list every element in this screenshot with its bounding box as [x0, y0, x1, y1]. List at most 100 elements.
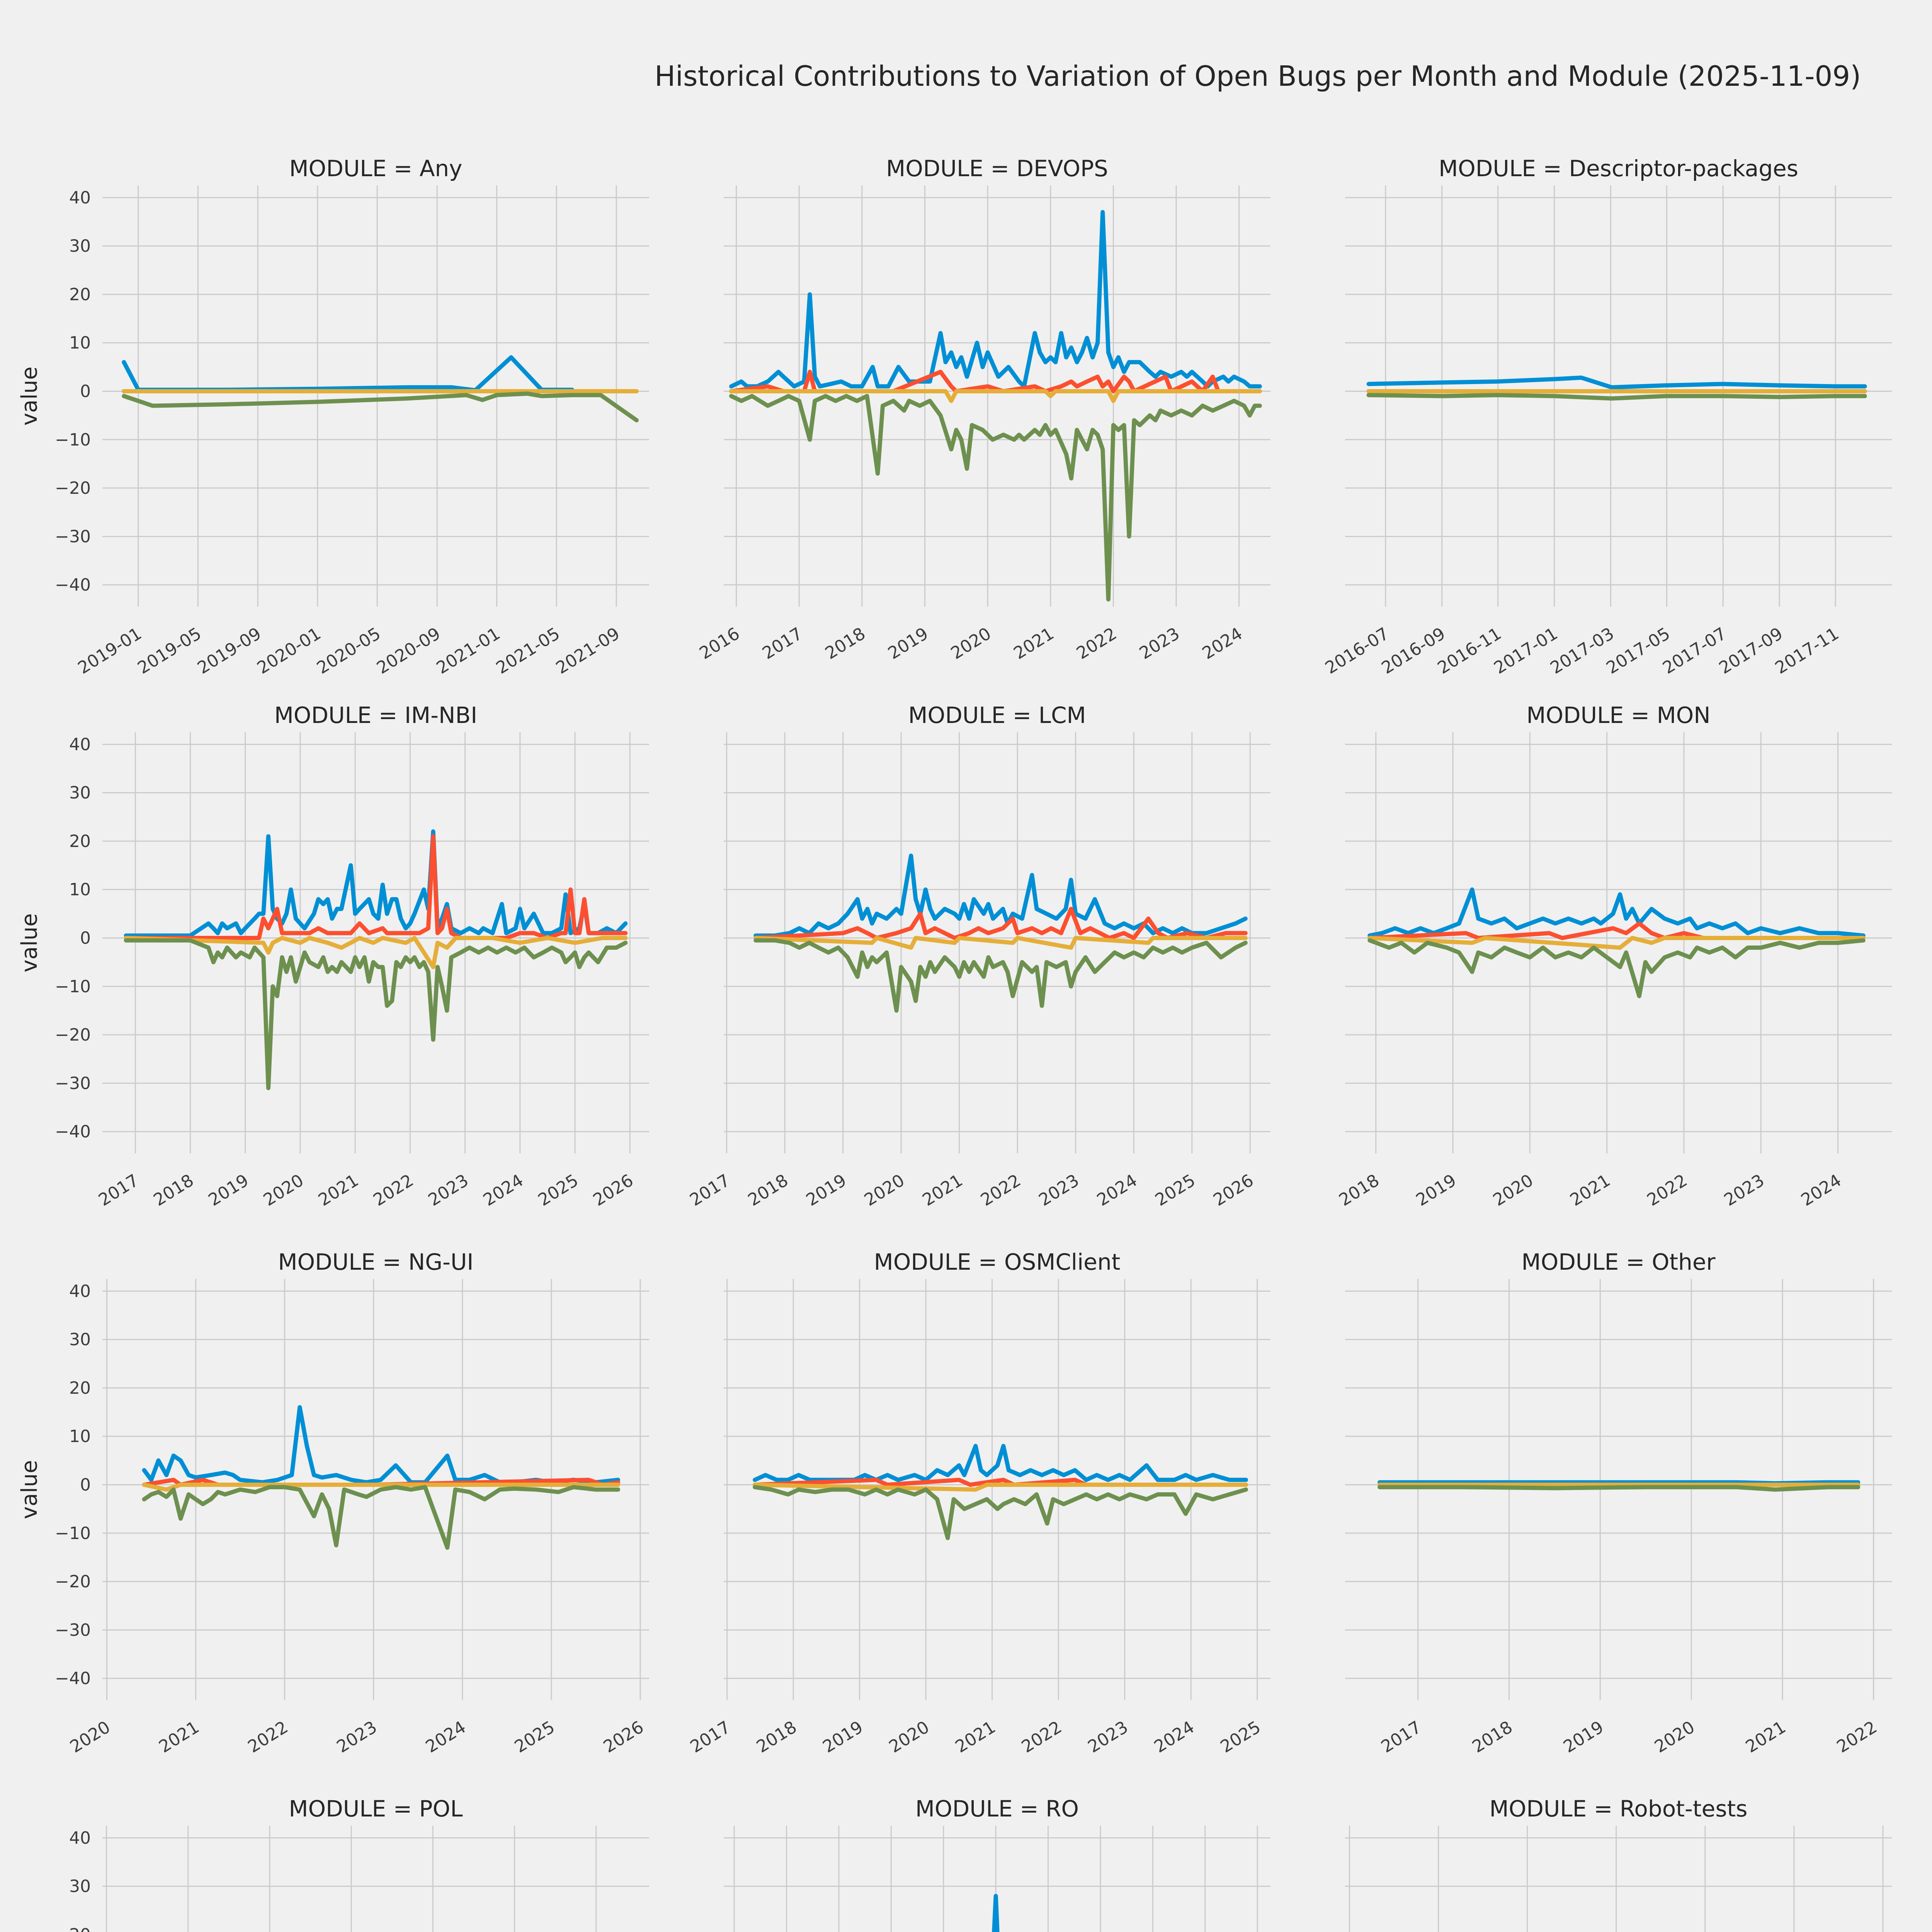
facet-RO [724, 1826, 1270, 1932]
series-CLOSED-line [753, 938, 1248, 1013]
y-tick-label: −10 [55, 977, 91, 997]
facet-series [753, 854, 1248, 1013]
x-tick-label: 2018 [150, 1170, 197, 1210]
y-tick-label: 30 [69, 783, 91, 803]
series-CLOSED-line [729, 394, 1262, 602]
y-tick-label: 0 [80, 1475, 91, 1495]
series-REOPENED-line [124, 834, 628, 940]
x-tick-label: 2019 [803, 1170, 850, 1210]
x-tick-label: 2021 [952, 1717, 999, 1757]
series-CLOSED-line [1367, 938, 1866, 998]
facet-title: MODULE = Any [289, 155, 463, 182]
y-tick-label: 20 [69, 832, 91, 851]
series-OPENED-line [1366, 375, 1867, 389]
x-tick-label: 2017-01 [1490, 624, 1561, 678]
y-axis-label: value [17, 367, 42, 426]
facet-LCM [724, 732, 1270, 1153]
facet-series [142, 1405, 620, 1550]
x-tick-label: 2026 [1210, 1170, 1257, 1210]
facet-title: MODULE = NG-UI [278, 1249, 473, 1275]
facet-DEVOPS [724, 185, 1270, 607]
y-tick-label: −30 [55, 1620, 91, 1640]
x-tick-label: 2026 [590, 1170, 637, 1210]
series-REOPENED-line [1367, 921, 1866, 940]
x-tick-label: 2021 [1010, 624, 1058, 663]
facet-series [122, 355, 639, 423]
facet-IM-NBI [102, 732, 649, 1153]
x-tick-label: 2018 [1469, 1717, 1516, 1757]
x-tick-label: 2016-11 [1434, 624, 1505, 678]
x-tick-label: 2017 [1378, 1717, 1425, 1757]
series-OPENED-line [122, 355, 574, 393]
series-REOPENED-line [753, 1478, 1248, 1487]
x-tick-label: 2024 [422, 1717, 469, 1757]
facet-Other [1345, 1279, 1892, 1700]
facet-series [1378, 1480, 1861, 1492]
x-tick-label: 2019 [884, 624, 932, 663]
facet-OSMClient [724, 1279, 1270, 1700]
x-tick-label: 2023 [425, 1170, 472, 1210]
x-tick-label: 2018 [822, 624, 869, 663]
y-axis-label: value [17, 1460, 42, 1519]
facet-title: MODULE = OSMClient [874, 1249, 1121, 1275]
series-OPENED-line [1367, 887, 1866, 938]
series-CLOSED-line [122, 391, 639, 423]
series-OPENED-line [142, 1405, 620, 1485]
y-tick-label: −40 [55, 1122, 91, 1142]
x-tick-label: 2020 [947, 624, 995, 663]
x-tick-label: 2020 [66, 1717, 114, 1757]
x-tick-label: 2020 [1490, 1170, 1537, 1210]
x-tick-label: 2016 [696, 624, 743, 663]
x-tick-label: 2017 [759, 624, 806, 663]
facet-Any [102, 185, 649, 607]
x-tick-label: 2025 [511, 1717, 558, 1757]
x-tick-label: 2020-05 [313, 624, 384, 678]
y-tick-label: 30 [69, 236, 91, 256]
series-OPENED-line [1378, 1480, 1861, 1486]
x-tick-label: 2021 [1742, 1717, 1789, 1757]
series-REOPENED-line [753, 906, 1248, 940]
x-tick-label: 2019-05 [134, 624, 205, 678]
x-tick-label: 2018 [1336, 1170, 1383, 1210]
series-FALSE_CLOSED-line [1367, 936, 1866, 950]
x-tick-label: 2020 [886, 1717, 933, 1757]
x-tick-label: 2023 [1721, 1170, 1768, 1210]
y-tick-label: −10 [55, 430, 91, 450]
facet-series [753, 1444, 1248, 1540]
x-tick-label: 2018 [745, 1170, 792, 1210]
x-tick-label: 2025 [535, 1170, 582, 1210]
x-tick-label: 2021 [315, 1170, 362, 1210]
y-tick-label: −30 [55, 527, 91, 546]
x-tick-label: 2022 [1073, 624, 1120, 663]
x-tick-label: 2017-07 [1659, 624, 1730, 678]
x-tick-label: 2017-05 [1603, 624, 1673, 678]
y-axis-label: value [17, 913, 42, 973]
facet-Robot-tests [1345, 1826, 1892, 1932]
x-tick-label: 2020-09 [373, 624, 444, 678]
x-tick-label: 2024 [1151, 1717, 1198, 1757]
facet-series [1366, 375, 1867, 401]
y-tick-label: 0 [80, 928, 91, 948]
facet-Descriptor-packages [1345, 185, 1892, 607]
series-FALSE_CLOSED-line [753, 936, 1248, 950]
series-OPENED-line [753, 854, 1248, 938]
y-tick-label: −20 [55, 478, 91, 498]
y-tick-label: 30 [69, 1877, 91, 1896]
x-tick-label: 2021 [919, 1170, 966, 1210]
facet-NG-UI [102, 1279, 649, 1700]
y-tick-label: 20 [69, 285, 91, 304]
x-tick-label: 2021-01 [433, 624, 504, 678]
facet-title: MODULE = LCM [908, 702, 1086, 728]
x-tick-label: 2019 [205, 1170, 252, 1210]
x-tick-label: 2017-09 [1716, 624, 1786, 678]
x-tick-label: 2017 [687, 1717, 734, 1757]
y-tick-label: 10 [69, 1427, 91, 1446]
x-tick-label: 2020 [1651, 1717, 1698, 1757]
facet-title: MODULE = DEVOPS [886, 155, 1108, 182]
x-tick-label: 2021 [1566, 1170, 1614, 1210]
x-tick-label: 2020 [861, 1170, 908, 1210]
x-tick-label: 2019 [819, 1717, 866, 1757]
x-tick-label: 2016-07 [1322, 624, 1393, 678]
facet-title: MODULE = POL [289, 1796, 463, 1822]
